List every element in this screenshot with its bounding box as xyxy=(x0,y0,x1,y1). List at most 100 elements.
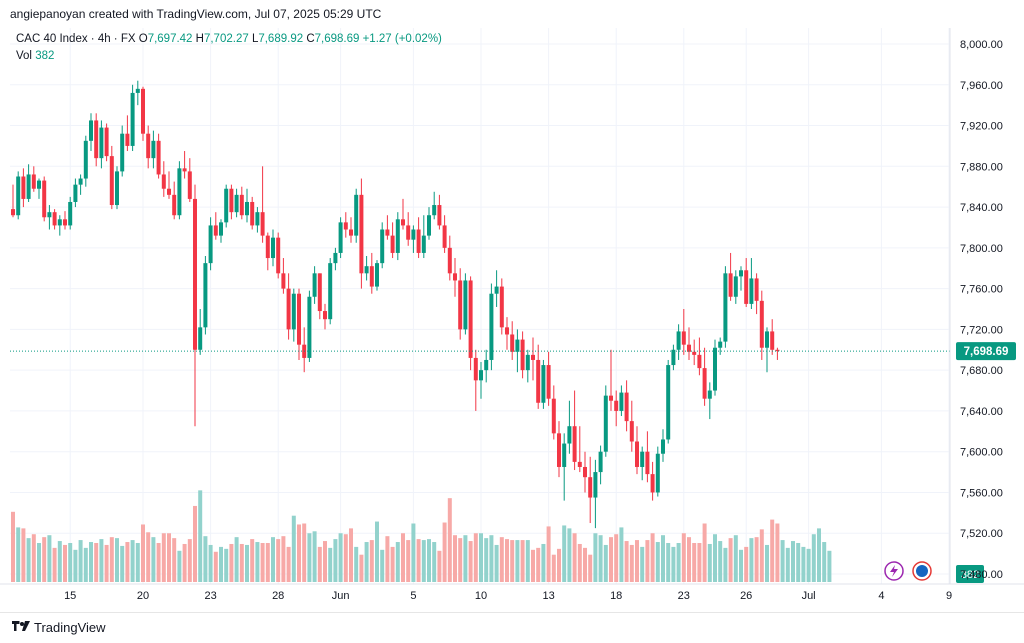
volume-bar xyxy=(635,540,639,582)
candle-body xyxy=(161,174,166,189)
candle-body xyxy=(598,451,603,473)
candle-body xyxy=(406,225,411,240)
volume-bar xyxy=(359,554,364,582)
volume-bar xyxy=(182,543,187,582)
candle-body xyxy=(453,273,457,281)
price-chart[interactable]: 7,698.69 382 8,000.00 7,960.00 7,920.00 7,88… xyxy=(0,28,1024,612)
last-price-badge xyxy=(956,342,1016,361)
candle-body xyxy=(115,171,119,206)
candle-body xyxy=(31,174,36,189)
volume-bar xyxy=(588,554,593,582)
tradingview-logo-icon[interactable] xyxy=(10,621,32,635)
volume-bar xyxy=(640,546,645,582)
x-tick-label: 28 xyxy=(272,590,284,602)
x-tick-label: 23 xyxy=(204,590,216,602)
candle-body xyxy=(546,365,551,399)
volume-bar xyxy=(718,541,723,582)
x-tick-label: 15 xyxy=(64,590,76,602)
candle-body xyxy=(130,92,135,146)
volume-bar xyxy=(375,521,379,582)
volume-bar xyxy=(297,524,301,582)
volume-bar xyxy=(520,540,525,582)
candle-body xyxy=(650,474,655,493)
candle-body xyxy=(739,270,743,277)
candle-body xyxy=(104,127,109,157)
candle-body xyxy=(629,421,634,442)
candle-body xyxy=(635,441,639,467)
volume-bar xyxy=(806,548,811,582)
candle-body xyxy=(307,296,312,358)
candle-body xyxy=(276,237,281,274)
candle-body xyxy=(562,443,567,467)
volume-bar xyxy=(271,537,275,582)
volume-bar xyxy=(692,543,697,582)
candle-body xyxy=(219,222,223,236)
volume-bar xyxy=(780,540,785,582)
candle-body xyxy=(349,229,353,236)
volume-bar xyxy=(83,547,88,582)
candle-body xyxy=(343,222,348,230)
candle-body xyxy=(260,212,265,236)
candle-body xyxy=(427,215,431,236)
candle-body xyxy=(286,288,291,330)
y-tick-label: 7,960.00 xyxy=(960,80,1003,92)
volume-bar xyxy=(551,554,556,582)
axes: 8,000.00 7,960.00 7,920.00 7,880.00 7,840.00… xyxy=(0,28,1024,602)
x-tick-label: 5 xyxy=(410,590,416,602)
y-tick-label: 7,600.00 xyxy=(960,447,1003,459)
candle-body xyxy=(421,235,426,253)
volume-bar xyxy=(702,523,707,582)
volume-bar xyxy=(317,546,322,582)
candle-body xyxy=(759,300,764,348)
y-tick-label: 7,560.00 xyxy=(960,487,1003,499)
x-tick-label: 13 xyxy=(542,590,554,602)
volume-bar xyxy=(468,541,473,582)
volume-bar xyxy=(369,540,374,582)
candle-body xyxy=(385,229,390,236)
candle-body xyxy=(655,453,660,493)
volume-bar xyxy=(697,543,702,582)
volume-bar xyxy=(536,547,541,582)
volume-bar xyxy=(281,536,286,582)
volume-bar xyxy=(135,543,140,582)
volume-bar xyxy=(120,545,125,582)
volume-bar xyxy=(494,544,499,582)
candle-body xyxy=(208,225,213,264)
candle-body xyxy=(593,472,598,498)
volume-bar xyxy=(328,547,333,582)
volume-bar xyxy=(291,515,296,582)
candle-body xyxy=(42,180,47,218)
candle-body xyxy=(744,270,749,304)
candle-body xyxy=(754,278,759,301)
candle-body xyxy=(666,365,671,440)
volume-bar xyxy=(655,542,660,582)
volume-bar xyxy=(109,537,114,582)
candle-body xyxy=(401,219,405,226)
volume-bar xyxy=(203,536,208,582)
volume-bar xyxy=(489,535,494,582)
y-tick-label: 7,520.00 xyxy=(960,528,1003,540)
volume-bar xyxy=(437,550,442,582)
candle-body xyxy=(624,392,629,422)
ohlc-legend: CAC 40 Index · 4h · FX O7,697.42 H7,702.… xyxy=(16,33,442,45)
volume-bar xyxy=(395,542,400,582)
volume-bar xyxy=(21,528,26,582)
volume-bar xyxy=(728,538,733,582)
volume-bar xyxy=(546,526,551,582)
volume-bar xyxy=(219,546,223,582)
volume-bar xyxy=(213,551,218,582)
volume-bar xyxy=(505,539,509,582)
volume-bar xyxy=(343,534,348,582)
volume-bar xyxy=(671,546,676,582)
candle-body xyxy=(141,88,145,134)
candle-body xyxy=(239,194,244,216)
candle-body xyxy=(640,451,645,467)
volume-bars xyxy=(11,490,832,582)
change-value: +1.27 (+0.02%) xyxy=(362,33,442,45)
volume-bar xyxy=(125,542,130,582)
volume-bar xyxy=(354,546,359,582)
candle-body xyxy=(489,293,494,360)
volume-bar xyxy=(11,511,15,582)
candle-body xyxy=(120,133,125,172)
volume-bar xyxy=(401,533,405,582)
